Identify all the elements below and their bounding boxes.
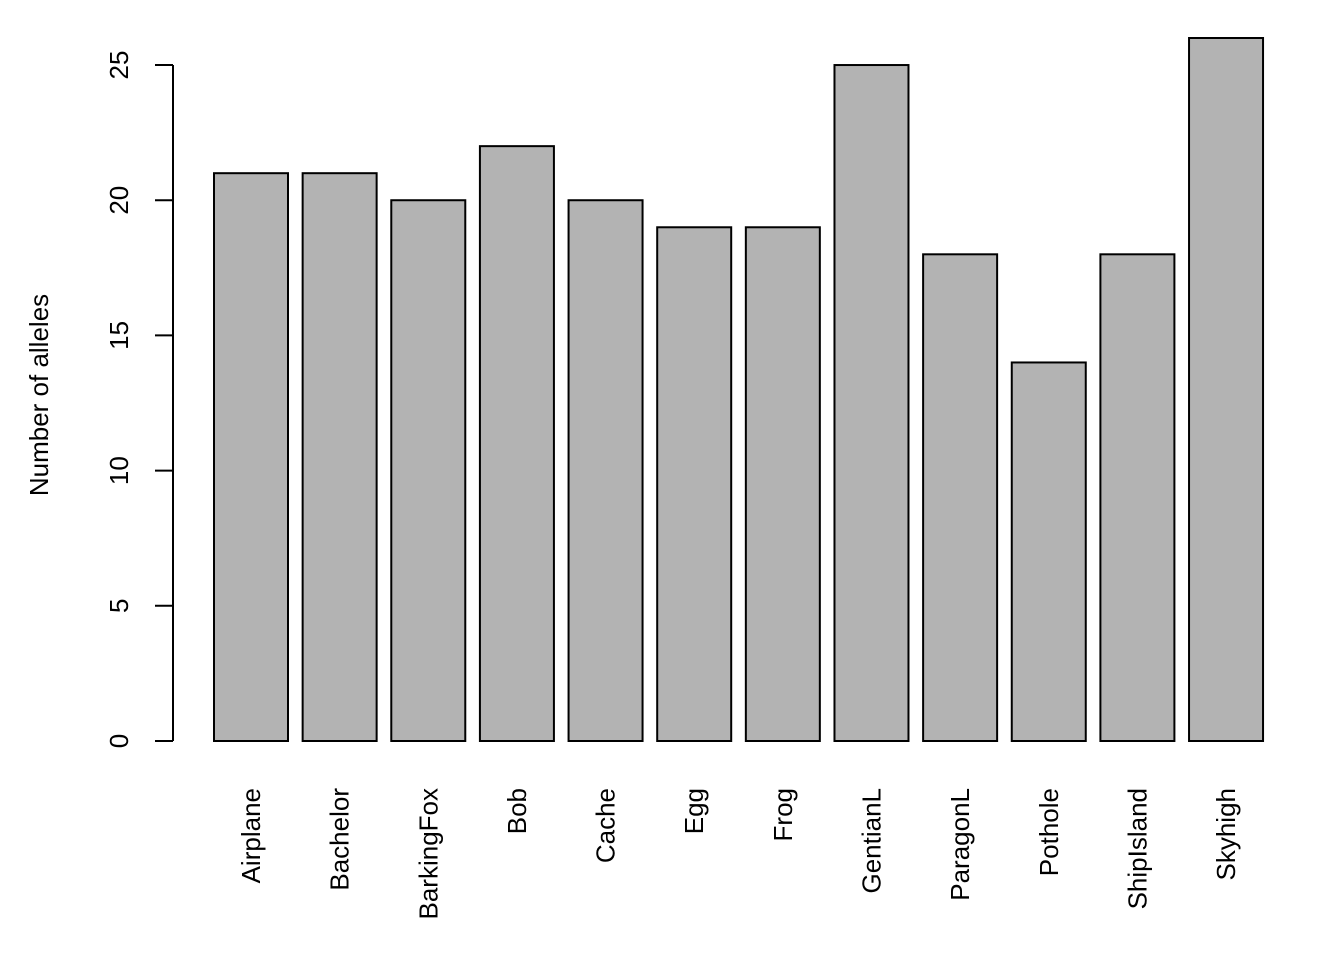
- x-tick-label: Airplane: [236, 788, 266, 883]
- y-tick-label: 25: [104, 51, 134, 80]
- x-tick-label: GentianL: [856, 788, 886, 894]
- y-tick-label: 5: [104, 599, 134, 613]
- x-tick-label: Pothole: [1034, 788, 1064, 876]
- bar: [1010, 361, 1087, 742]
- bar: [1188, 37, 1265, 742]
- y-tick-label: 20: [104, 186, 134, 215]
- y-axis-label: Number of alleles: [24, 294, 54, 496]
- bar: [567, 199, 644, 742]
- bar: [213, 172, 289, 742]
- x-tick-label: Frog: [768, 788, 798, 841]
- bar: [301, 172, 378, 742]
- x-tick-label: Egg: [679, 788, 709, 834]
- y-tick-label: 10: [104, 456, 134, 485]
- x-tick-label: Cache: [591, 788, 621, 863]
- x-tick-label: ShipIsland: [1122, 788, 1152, 909]
- bar: [478, 145, 555, 742]
- bar: [833, 64, 910, 743]
- bar: [1099, 253, 1176, 743]
- bar: [390, 199, 467, 742]
- x-tick-label: Bob: [502, 788, 532, 834]
- x-tick-label: Skyhigh: [1211, 788, 1241, 881]
- bar: [656, 226, 733, 742]
- bar: [744, 226, 821, 742]
- x-tick-label: Bachelor: [325, 788, 355, 891]
- x-tick-label: BarkingFox: [413, 788, 443, 920]
- x-tick-label: ParagonL: [945, 788, 975, 901]
- y-tick-label: 0: [104, 734, 134, 748]
- bar: [922, 253, 999, 743]
- y-tick-label: 15: [104, 321, 134, 350]
